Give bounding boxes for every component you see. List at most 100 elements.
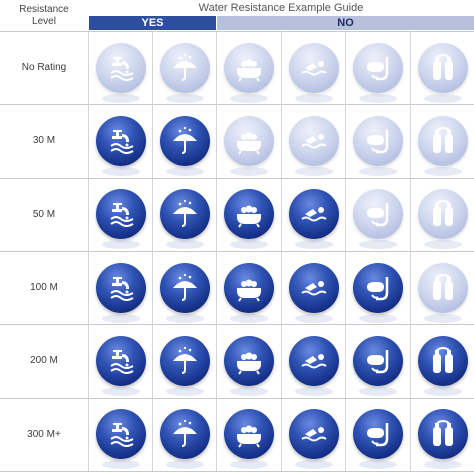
ball-reflection (424, 240, 462, 250)
ball-reflection (359, 313, 397, 323)
bathtub-icon (224, 42, 274, 103)
guide-cell (282, 104, 346, 177)
ball-reflection (166, 93, 204, 103)
ball-reflection (230, 166, 268, 176)
guide-cell (153, 251, 217, 324)
guide-title: Water Resistance Example Guide (198, 2, 364, 14)
umbrella-rain-icon (160, 189, 210, 250)
row-divider (0, 324, 474, 326)
no-header: NO (217, 16, 474, 30)
ball-reflection (230, 240, 268, 250)
resistance-level-label: 50 M (32, 208, 56, 220)
guide-cell (411, 31, 474, 104)
yes-header: YES (89, 16, 216, 30)
resistance-label-line1: Resistance (19, 3, 69, 15)
scuba-tank-icon (418, 335, 468, 396)
guide-cell (346, 251, 410, 324)
ball-reflection (424, 460, 462, 470)
row-divider (0, 31, 474, 32)
guide-cell (282, 178, 346, 251)
ball-reflection (230, 386, 268, 396)
snorkel-mask-icon (353, 335, 403, 396)
guide-cell (153, 398, 217, 471)
swimmer-icon (289, 335, 339, 396)
resistance-level-header: Resistance Level (0, 0, 88, 31)
guide-cell (346, 398, 410, 471)
ball-reflection (166, 460, 204, 470)
swimmer-icon (289, 115, 339, 176)
guide-cell (217, 324, 281, 397)
ball-reflection (230, 460, 268, 470)
ball-reflection (102, 460, 140, 470)
ball-reflection (424, 93, 462, 103)
bathtub-icon (224, 262, 274, 323)
guide-cell (153, 178, 217, 251)
umbrella-rain-icon (160, 335, 210, 396)
ball-reflection (166, 313, 204, 323)
guide-cell (346, 31, 410, 104)
ball-reflection (424, 313, 462, 323)
faucet-hands-icon (96, 262, 146, 323)
umbrella-rain-icon (160, 262, 210, 323)
bathtub-icon (224, 335, 274, 396)
guide-cell (282, 398, 346, 471)
guide-cell (346, 104, 410, 177)
scuba-tank-icon (418, 262, 468, 323)
row-divider (0, 397, 474, 399)
row-divider (0, 177, 474, 179)
bathtub-icon (224, 189, 274, 250)
column-divider (152, 31, 153, 471)
guide-cell (217, 178, 281, 251)
resistance-level-label: 30 M (32, 135, 56, 147)
guide-cell (282, 251, 346, 324)
guide-cell (217, 398, 281, 471)
guide-cell (217, 104, 281, 177)
faucet-hands-icon (96, 189, 146, 250)
snorkel-mask-icon (353, 409, 403, 470)
bathtub-icon (224, 409, 274, 470)
guide-cell (346, 178, 410, 251)
guide-cell (153, 104, 217, 177)
umbrella-rain-icon (160, 409, 210, 470)
swimmer-icon (289, 189, 339, 250)
guide-cell (282, 324, 346, 397)
resistance-level-label: 100 M (30, 282, 58, 294)
guide-cell (346, 324, 410, 397)
ball-reflection (295, 93, 333, 103)
resistance-level-label: 200 M (30, 355, 58, 367)
guide-cell (411, 104, 474, 177)
ball-reflection (230, 93, 268, 103)
ball-reflection (424, 386, 462, 396)
ball-reflection (359, 460, 397, 470)
guide-cell (411, 251, 474, 324)
guide-cell (89, 251, 153, 324)
scuba-tank-icon (418, 115, 468, 176)
faucet-hands-icon (96, 335, 146, 396)
ball-reflection (102, 313, 140, 323)
ball-reflection (359, 386, 397, 396)
snorkel-mask-icon (353, 115, 403, 176)
guide-cell (282, 31, 346, 104)
ball-reflection (295, 313, 333, 323)
swimmer-icon (289, 262, 339, 323)
swimmer-icon (289, 409, 339, 470)
ball-reflection (424, 166, 462, 176)
faucet-hands-icon (96, 409, 146, 470)
column-divider (281, 31, 282, 471)
ball-reflection (166, 386, 204, 396)
ball-reflection (102, 93, 140, 103)
scuba-tank-icon (418, 42, 468, 103)
column-divider (345, 31, 346, 471)
scuba-tank-icon (418, 409, 468, 470)
guide-cell (89, 31, 153, 104)
scuba-tank-icon (418, 189, 468, 250)
row-divider (0, 250, 474, 252)
ball-reflection (102, 386, 140, 396)
faucet-hands-icon (96, 42, 146, 103)
bathtub-icon (224, 115, 274, 176)
guide-cell (89, 104, 153, 177)
guide-cell (411, 178, 474, 251)
ball-reflection (102, 166, 140, 176)
ball-reflection (295, 460, 333, 470)
